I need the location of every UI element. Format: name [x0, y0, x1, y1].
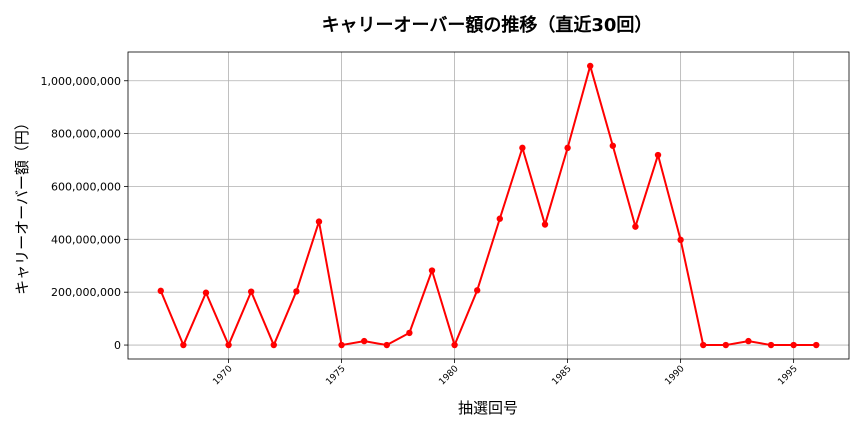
data-point: [767, 341, 775, 349]
data-point: [790, 341, 797, 349]
series-line: [159, 64, 817, 347]
data-point: [473, 287, 481, 294]
y-axis-label: キャリーオーバー額（円）: [13, 115, 31, 295]
data-point: [270, 341, 277, 349]
data-point: [157, 287, 164, 295]
data-point: [722, 341, 730, 349]
data-point: [247, 288, 255, 295]
x-tick-label: 1970: [211, 364, 234, 387]
data-point: [677, 236, 684, 244]
x-tick-label: 1980: [437, 364, 460, 387]
data-point: [383, 341, 390, 349]
data-point: [315, 218, 323, 225]
data-point: [700, 341, 707, 349]
x-tick-label: 1985: [550, 364, 573, 387]
data-point: [225, 341, 232, 349]
data-point: [202, 289, 210, 296]
y-tick-label: 400,000,000: [51, 233, 121, 246]
data-point: [180, 341, 187, 349]
data-point: [496, 215, 504, 222]
x-tick-label: 1995: [776, 364, 799, 387]
data-point: [632, 223, 639, 230]
y-tick-label: 600,000,000: [51, 180, 121, 193]
data-point: [745, 337, 752, 345]
data-point: [406, 329, 413, 337]
x-tick-label: 1975: [324, 364, 347, 387]
x-axis-label: 抽選回号: [458, 399, 518, 417]
data-point: [451, 341, 458, 349]
data-point: [564, 144, 571, 152]
chart-title: キャリーオーバー額の推移（直近30回）: [322, 14, 653, 36]
data-point: [428, 267, 436, 274]
data-point: [609, 142, 617, 149]
x-tick-label: 1990: [663, 364, 686, 387]
data-point: [360, 337, 368, 345]
y-tick-label: 800,000,000: [51, 128, 121, 141]
data-point: [813, 341, 820, 349]
series-markers: [157, 62, 820, 349]
y-tick-label: 200,000,000: [51, 286, 121, 299]
plot-frame: [127, 51, 850, 360]
data-point: [519, 144, 526, 152]
x-axis-ticks: 1970 1975 1980 1985 1990 1995: [211, 359, 800, 387]
series-line-layer: [159, 64, 817, 347]
data-point: [541, 221, 549, 228]
y-tick-label: 0: [114, 339, 121, 352]
data-point: [654, 151, 662, 159]
data-point: [587, 62, 594, 70]
y-axis-ticks: 0 200,000,000 400,000,000 600,000,000 800,00…: [41, 75, 128, 352]
data-point: [338, 341, 345, 349]
grid: [128, 52, 849, 359]
y-tick-label: 1,000,000,000: [41, 75, 121, 88]
data-point: [293, 288, 300, 295]
